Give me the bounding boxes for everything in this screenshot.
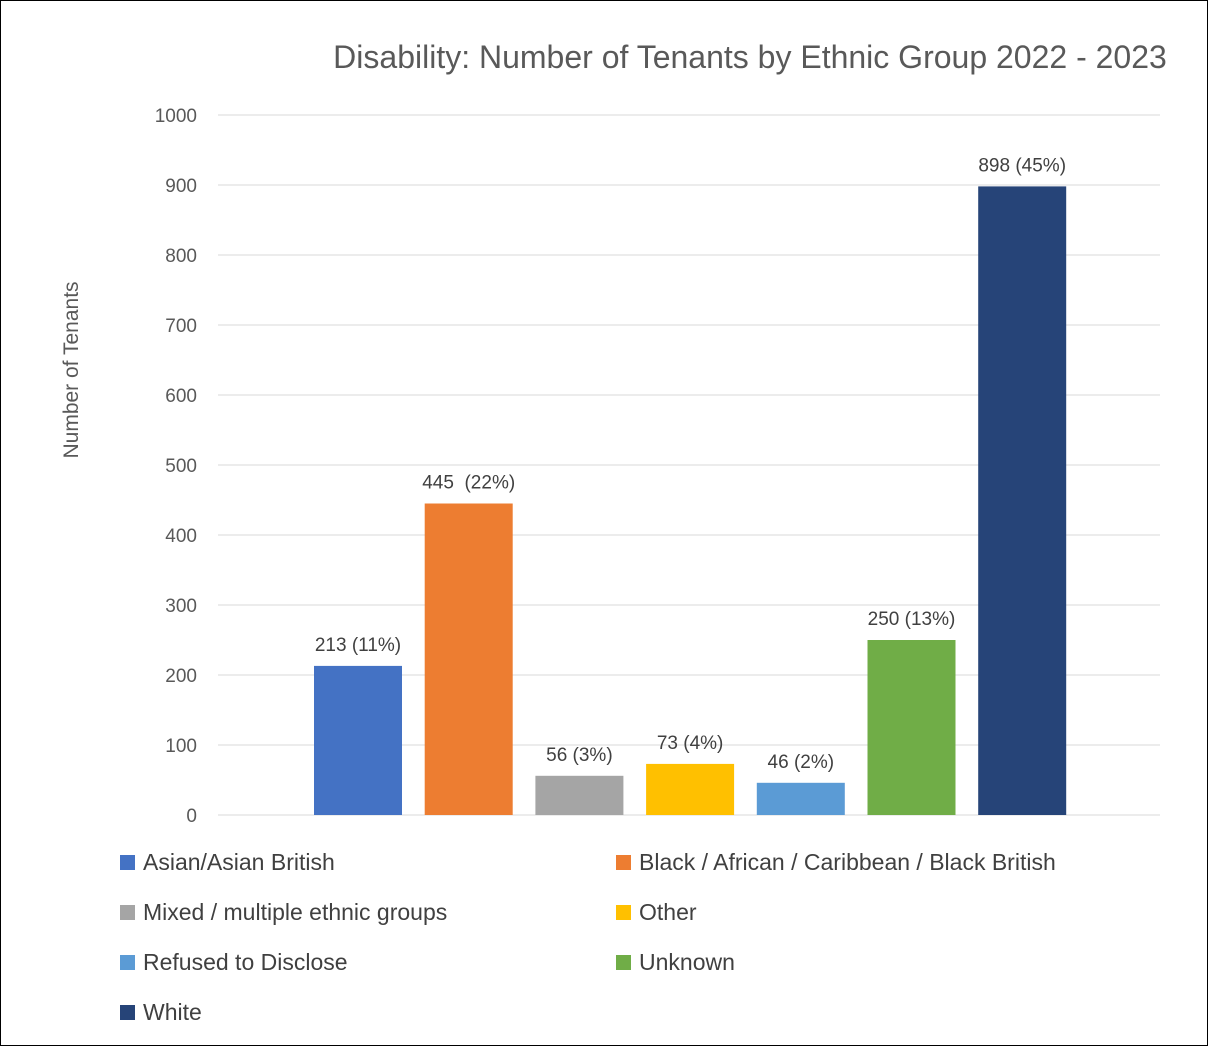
data-label: 73 (4%) <box>657 733 724 754</box>
y-tick-label: 600 <box>165 386 197 407</box>
y-tick-label: 800 <box>165 246 197 267</box>
bar <box>978 186 1067 815</box>
y-axis-label: Number of Tenants <box>60 281 83 458</box>
bar <box>314 665 402 815</box>
bar <box>646 763 735 815</box>
data-label: 46 (2%) <box>768 752 835 773</box>
data-label: 213 (11%) <box>315 635 401 656</box>
y-tick-label: 1000 <box>155 106 197 127</box>
data-labels: 213 (11%) 445 (22%) 56 (3%) 73 (4%) 46 (2%) 2… <box>315 155 1066 772</box>
y-tick-label: 700 <box>165 316 197 337</box>
chart-title: Disability: Number of Tenants by Ethnic … <box>333 39 1167 75</box>
data-label: 898 (45%) <box>978 155 1066 176</box>
data-label: 445 (22%) <box>422 473 515 494</box>
y-tick-label: 400 <box>165 526 197 547</box>
y-tick-label: 900 <box>165 176 197 197</box>
data-label: 250 (13%) <box>868 609 956 630</box>
data-label: 56 (3%) <box>546 745 613 766</box>
bar <box>424 503 513 815</box>
y-tick-label: 500 <box>165 456 197 477</box>
y-tick-labels: 0 100 200 300 400 500 600 700 800 900 1000 <box>155 106 197 827</box>
bar <box>535 775 624 815</box>
y-tick-label: 200 <box>165 666 197 687</box>
bar <box>756 782 845 815</box>
y-tick-label: 100 <box>165 736 197 757</box>
bar <box>867 640 956 815</box>
bars <box>314 186 1067 815</box>
y-tick-label: 300 <box>165 596 197 617</box>
y-tick-label: 0 <box>186 806 197 827</box>
